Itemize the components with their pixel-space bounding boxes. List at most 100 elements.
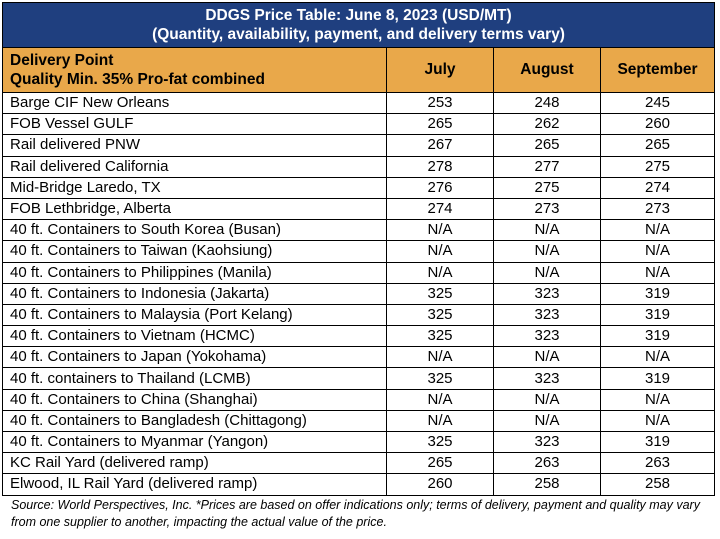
price-cell: N/A <box>599 388 716 411</box>
price-cell: 258 <box>493 473 601 496</box>
delivery-point-cell: 40 ft. Containers to China (Shanghai) <box>2 388 387 411</box>
delivery-point-cell: 40 ft. Containers to Malaysia (Port Kela… <box>2 303 387 327</box>
price-cell: 245 <box>599 91 716 115</box>
price-cell: 274 <box>599 176 716 199</box>
price-cell: N/A <box>493 409 601 433</box>
price-cell: N/A <box>599 219 716 242</box>
delivery-point-cell: Mid-Bridge Laredo, TX <box>2 176 387 199</box>
delivery-point-cell: 40 ft. Containers to South Korea (Busan) <box>2 219 387 242</box>
price-cell: N/A <box>493 261 601 284</box>
price-cell: 248 <box>493 91 601 115</box>
price-cell: N/A <box>599 261 716 284</box>
delivery-point-cell: 40 ft. Containers to Bangladesh (Chittag… <box>2 409 387 433</box>
month-header-september: September <box>599 47 716 93</box>
price-cell: 260 <box>599 113 716 136</box>
table-title-banner: DDGS Price Table: June 8, 2023 (USD/MT) … <box>1 2 716 48</box>
price-cell: 277 <box>493 155 601 178</box>
price-cell: 260 <box>386 473 494 496</box>
price-cell: 262 <box>493 113 601 136</box>
price-cell: N/A <box>493 346 601 369</box>
price-cell: 273 <box>493 197 601 221</box>
delivery-point-cell: Barge CIF New Orleans <box>2 91 387 115</box>
price-cell: N/A <box>599 409 716 433</box>
price-cell: 325 <box>386 367 494 390</box>
price-cell: N/A <box>386 261 494 284</box>
price-cell: 319 <box>599 367 716 390</box>
price-cell: 258 <box>599 473 716 496</box>
delivery-point-cell: KC Rail Yard (delivered ramp) <box>2 452 387 475</box>
delivery-point-cell: 40 ft. Containers to Indonesia (Jakarta) <box>2 282 387 305</box>
table-row: FOB Vessel GULF 265 262 260 <box>2 113 716 136</box>
table-row: Mid-Bridge Laredo, TX 276 275 274 <box>2 176 716 199</box>
price-cell: 323 <box>493 325 601 348</box>
price-cell: 275 <box>493 176 601 199</box>
price-cell: 319 <box>599 303 716 327</box>
month-header-july: July <box>386 47 494 93</box>
table-row: 40 ft. Containers to Malaysia (Port Kela… <box>2 303 716 327</box>
price-cell: 263 <box>599 452 716 475</box>
table-subtitle: (Quantity, availability, payment, and de… <box>152 26 565 43</box>
month-header-august: August <box>493 47 601 93</box>
price-table-container: DDGS Price Table: June 8, 2023 (USD/MT) … <box>1 2 716 531</box>
table-row: Elwood, IL Rail Yard (delivered ramp) 260… <box>2 473 716 496</box>
price-cell: 267 <box>386 134 494 157</box>
table-row: 40 ft. Containers to China (Shanghai) N/A… <box>2 388 716 411</box>
price-cell: 265 <box>386 452 494 475</box>
table-row: FOB Lethbridge, Alberta 274 273 273 <box>2 197 716 221</box>
header-row: Delivery Point Quality Min. 35% Pro-fat … <box>2 47 716 93</box>
price-cell: 319 <box>599 282 716 305</box>
delivery-point-cell: 40 ft. Containers to Myanmar (Yangon) <box>2 430 387 454</box>
delivery-point-label: Delivery Point <box>10 52 114 69</box>
table-title: DDGS Price Table: June 8, 2023 <box>205 7 438 24</box>
price-cell: N/A <box>493 240 601 263</box>
delivery-point-cell: 40 ft. Containers to Taiwan (Kaohsiung) <box>2 240 387 263</box>
price-cell: 323 <box>493 303 601 327</box>
price-cell: 325 <box>386 282 494 305</box>
price-cell: N/A <box>386 409 494 433</box>
table-row: 40 ft. Containers to Philippines (Manila… <box>2 261 716 284</box>
price-cell: N/A <box>386 219 494 242</box>
delivery-point-cell: Rail delivered PNW <box>2 134 387 157</box>
table-row: 40 ft. Containers to Japan (Yokohama) N/A… <box>2 346 716 369</box>
price-cell: N/A <box>386 346 494 369</box>
price-cell: 253 <box>386 91 494 115</box>
table-units: (USD/MT) <box>441 7 512 24</box>
price-cell: N/A <box>386 240 494 263</box>
table-row: Rail delivered PNW 267 265 265 <box>2 134 716 157</box>
price-cell: 325 <box>386 430 494 454</box>
price-cell: 325 <box>386 325 494 348</box>
price-cell: 278 <box>386 155 494 178</box>
price-cell: 265 <box>386 113 494 136</box>
table-row: Barge CIF New Orleans 253 248 245 <box>2 91 716 115</box>
table-row: 40 ft. containers to Thailand (LCMB) 325 3… <box>2 367 716 390</box>
table-row: 40 ft. Containers to Bangladesh (Chittag… <box>2 409 716 433</box>
price-cell: 274 <box>386 197 494 221</box>
delivery-point-cell: FOB Lethbridge, Alberta <box>2 197 387 221</box>
price-cell: 323 <box>493 367 601 390</box>
price-cell: 319 <box>599 430 716 454</box>
price-cell: 265 <box>599 134 716 157</box>
delivery-point-cell: FOB Vessel GULF <box>2 113 387 136</box>
table-row: 40 ft. Containers to Myanmar (Yangon) 325… <box>2 430 716 454</box>
price-cell: 325 <box>386 303 494 327</box>
delivery-point-cell: 40 ft. Containers to Vietnam (HCMC) <box>2 325 387 348</box>
table-row: KC Rail Yard (delivered ramp) 265 263 263 <box>2 452 716 475</box>
price-cell: 319 <box>599 325 716 348</box>
price-cell: 273 <box>599 197 716 221</box>
ddgs-price-table: DDGS Price Table: June 8, 2023 (USD/MT) … <box>1 2 716 496</box>
delivery-point-cell: 40 ft. containers to Thailand (LCMB) <box>2 367 387 390</box>
price-cell: 276 <box>386 176 494 199</box>
table-body: Barge CIF New Orleans 253 248 245 FOB Vessel… <box>2 91 716 496</box>
delivery-point-cell: 40 ft. Containers to Philippines (Manila… <box>2 261 387 284</box>
price-cell: N/A <box>386 388 494 411</box>
price-cell: 323 <box>493 430 601 454</box>
price-cell: N/A <box>493 219 601 242</box>
source-note: Source: World Perspectives, Inc. *Prices… <box>11 497 700 529</box>
price-cell: N/A <box>599 346 716 369</box>
price-cell: 265 <box>493 134 601 157</box>
price-cell: N/A <box>493 388 601 411</box>
table-row: 40 ft. Containers to South Korea (Busan)… <box>2 219 716 242</box>
price-cell: 323 <box>493 282 601 305</box>
delivery-point-cell: Rail delivered California <box>2 155 387 178</box>
price-cell: N/A <box>599 240 716 263</box>
